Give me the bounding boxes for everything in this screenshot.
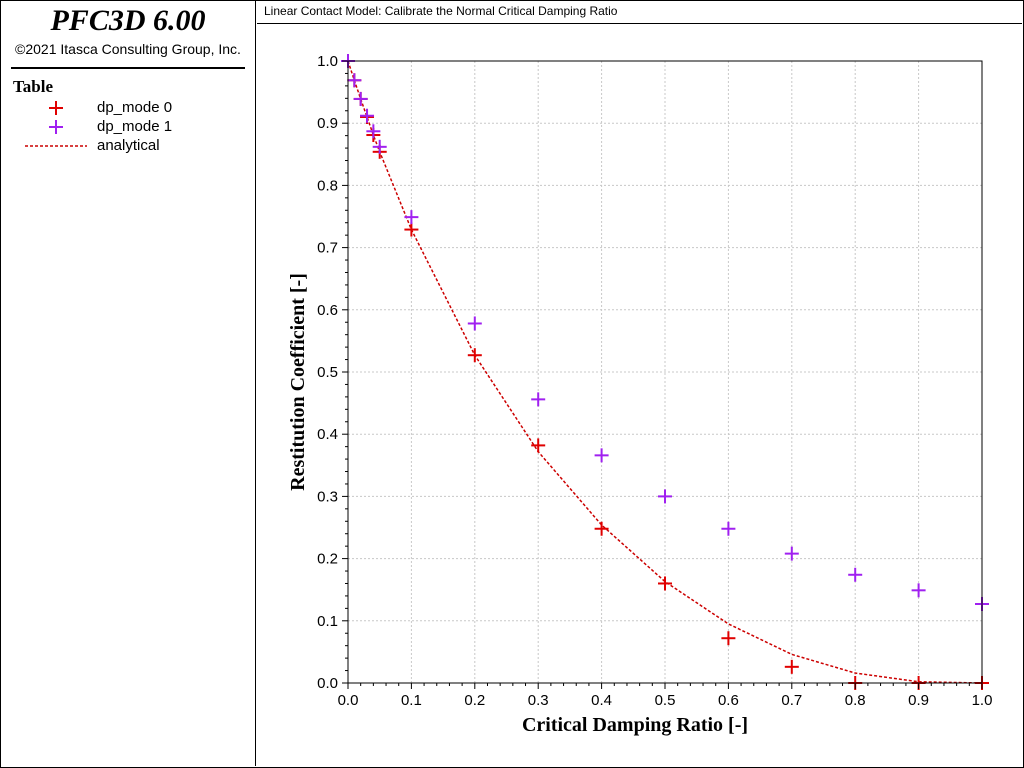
data-point-dp-mode-0	[467, 348, 482, 363]
y-tick-label: 0.6	[317, 302, 338, 319]
data-point-dp-mode-1	[404, 210, 419, 225]
x-tick-label: 0.1	[401, 692, 422, 709]
data-point-dp-mode-0	[404, 222, 419, 237]
legend-item-dp-mode-1: dp_mode 1	[21, 118, 241, 136]
data-point-dp-mode-1	[360, 108, 375, 123]
x-tick-label: 1.0	[972, 692, 993, 709]
data-point-dp-mode-0	[531, 438, 546, 453]
y-tick-label: 0.3	[317, 488, 338, 505]
y-tick-label: 0.9	[317, 115, 338, 132]
data-point-dp-mode-1	[347, 73, 362, 88]
data-point-dp-mode-1	[531, 392, 546, 407]
data-point-dp-mode-1	[467, 316, 482, 331]
plus-marker-icon	[49, 101, 63, 115]
title-divider	[11, 67, 245, 69]
y-tick-label: 0.1	[317, 613, 338, 630]
data-point-dp-mode-1	[372, 139, 387, 154]
y-tick-label: 0.4	[317, 426, 338, 443]
data-point-dp-mode-0	[721, 631, 736, 646]
plot-title: Linear Contact Model: Calibrate the Norm…	[264, 4, 618, 18]
x-tick-label: 0.6	[718, 692, 739, 709]
x-tick-label: 0.7	[781, 692, 802, 709]
axis-labels: 0.0 0.1 0.2 0.3 0.4 0.5 0.6 0.7 0.8 0.9 1.0 0.0 0.1 0…	[287, 53, 992, 736]
legend-panel: PFC3D 6.00 ©2021 Itasca Consulting Group…	[1, 1, 256, 766]
y-tick-label: 0.0	[317, 675, 338, 692]
legend-item-analytical: analytical	[21, 137, 241, 155]
data-point-dp-mode-0	[594, 521, 609, 536]
data-point-dp-mode-1	[353, 91, 368, 106]
app-title: PFC3D 6.00	[50, 4, 206, 37]
dashed-line-icon	[25, 145, 87, 147]
data-point-dp-mode-1	[658, 489, 672, 504]
plus-marker-icon	[49, 120, 63, 134]
legend-title: Table	[13, 77, 54, 96]
y-tick-label: 1.0	[317, 53, 338, 70]
data-point-dp-mode-1	[848, 567, 863, 582]
legend-label: dp_mode 1	[97, 118, 173, 135]
legend-label: analytical	[97, 137, 160, 154]
data-point-dp-mode-1	[721, 521, 736, 536]
x-axis-label: Critical Damping Ratio [-]	[522, 714, 748, 736]
axis-ticks	[342, 60, 983, 689]
y-tick-label: 0.5	[317, 364, 338, 381]
plot-header: Linear Contact Model: Calibrate the Norm…	[257, 1, 1022, 24]
data-point-dp-mode-0	[784, 659, 799, 674]
y-tick-label: 0.8	[317, 177, 338, 194]
x-tick-label: 0.9	[908, 692, 929, 709]
data-point-dp-mode-1	[784, 546, 799, 561]
data-point-dp-mode-1	[366, 124, 381, 139]
y-tick-label: 0.2	[317, 551, 338, 568]
series-analytical-line	[347, 60, 983, 684]
legend-item-dp-mode-0: dp_mode 0	[21, 99, 241, 117]
legend-label: dp_mode 0	[97, 99, 173, 116]
x-tick-label: 0.3	[528, 692, 549, 709]
copyright-text: ©2021 Itasca Consulting Group, Inc.	[15, 41, 241, 57]
data-point-dp-mode-1	[911, 583, 926, 598]
x-tick-label: 0.2	[464, 692, 485, 709]
y-axis-label: Restitution Coefficient [-]	[287, 273, 309, 491]
x-tick-label: 0.5	[655, 692, 676, 709]
data-point-dp-mode-0	[658, 576, 672, 591]
x-tick-label: 0.0	[338, 692, 359, 709]
y-tick-label: 0.7	[317, 240, 338, 257]
x-tick-label: 0.4	[591, 692, 612, 709]
x-tick-label: 0.8	[845, 692, 866, 709]
data-point-dp-mode-1	[594, 448, 609, 463]
